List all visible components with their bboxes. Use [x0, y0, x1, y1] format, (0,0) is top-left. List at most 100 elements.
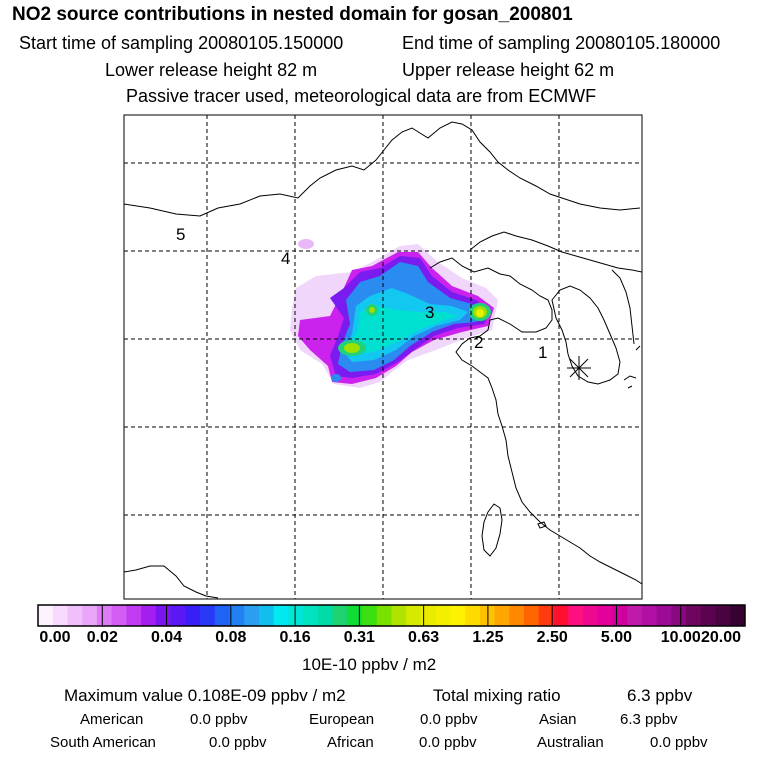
colorbar-swatch [568, 605, 584, 626]
japan-islets [623, 345, 641, 389]
colorbar-swatch [671, 605, 687, 626]
colorbar-swatch [524, 605, 540, 626]
lower-release-height: Lower release height 82 m [105, 60, 318, 80]
colorbar-swatch [538, 605, 555, 626]
colorbar-tick-label: 0.31 [343, 629, 375, 646]
region-name-australian: Australian [537, 734, 604, 751]
colorbar-swatch [200, 605, 216, 626]
lat-lon-grid [124, 115, 642, 599]
colorbar-unit: 10E-10 ppbv / m2 [302, 655, 437, 674]
colorbar-swatch [273, 605, 289, 626]
taiwan-island [481, 503, 503, 557]
region-label-2: 2 [474, 333, 483, 352]
colorbar-tick-label: 0.02 [86, 629, 118, 646]
colorbar-swatch [686, 605, 702, 626]
colorbar-swatch [391, 605, 407, 626]
colorbar-swatch [641, 605, 658, 626]
region-value-asian: 6.3 ppbv [620, 711, 678, 728]
colorbar-swatch [126, 605, 142, 626]
total-mixing-value: 6.3 ppbv [627, 686, 693, 705]
region-name-european: European [309, 711, 375, 728]
colorbar-swatch [244, 605, 260, 626]
colorbar-swatch [82, 605, 98, 626]
colorbar-swatch [214, 605, 230, 626]
hotspot-central-core [369, 307, 375, 313]
region-name-african: African [327, 734, 374, 751]
region-label-3: 3 [425, 303, 434, 322]
colorbar-swatch [67, 605, 83, 626]
colorbar-tick-label: 0.00 [39, 629, 71, 646]
region-value-south-american: 0.0 ppbv [209, 734, 267, 751]
colorbar-tick-label: 5.00 [600, 629, 633, 646]
colorbar-swatch [553, 605, 569, 626]
bohai-coast [429, 257, 642, 585]
region-label-4: 4 [281, 249, 290, 268]
coastlines [124, 121, 642, 599]
region-label-5: 5 [176, 225, 185, 244]
colorbar-swatch [288, 605, 304, 626]
colorbar-tick-label: 1.25 [472, 629, 504, 646]
colorbar-tick-label: 20.00 [700, 629, 742, 646]
colorbar-tick-label: 0.63 [408, 629, 440, 646]
region-name-asian: Asian [539, 711, 577, 728]
region-name-american: American [80, 711, 144, 728]
hotspot-west-core [344, 343, 360, 353]
colorbar-swatch [155, 605, 172, 626]
southwest-border [124, 565, 219, 599]
start-time-label: Start time of sampling 20080105.150000 [19, 33, 344, 53]
asterisk-receptor-icon [567, 356, 591, 380]
colorbar-swatch [582, 605, 599, 626]
colorbar-swatch [38, 605, 54, 626]
upper-release-height: Upper release height 62 m [402, 60, 615, 80]
colorbar-swatch [185, 605, 201, 626]
colorbar-swatch [435, 605, 451, 626]
colorbar-tick-label: 10.00 [660, 629, 701, 646]
colorbar-swatch [420, 605, 437, 626]
region-name-south-american: South American [50, 734, 156, 751]
colorbar-swatch [229, 605, 245, 626]
colorbar-swatch [450, 605, 466, 626]
plume-patch-south [331, 374, 341, 382]
colorbar-swatch [715, 605, 731, 626]
map-frame [123, 114, 643, 600]
colorbar-swatch [656, 605, 672, 626]
colorbar-swatch [303, 605, 319, 626]
northern-border [124, 121, 641, 217]
end-time-label: End time of sampling 20080105.180000 [402, 33, 721, 53]
korea-east-coast [611, 269, 635, 345]
colorbar-swatch [317, 605, 334, 626]
colorbar [38, 605, 746, 626]
colorbar-swatch [96, 605, 113, 626]
hotspot-east-peak [476, 309, 484, 317]
colorbar-swatch [111, 605, 127, 626]
colorbar-tick-label: 0.04 [150, 629, 183, 646]
colorbar-swatch [465, 605, 481, 626]
colorbar-swatch [406, 605, 422, 626]
region-value-african: 0.0 ppbv [419, 734, 477, 751]
plume-patch-north [298, 239, 314, 249]
colorbar-swatch [362, 605, 378, 626]
region-value-american: 0.0 ppbv [190, 711, 248, 728]
colorbar-swatch [170, 605, 186, 626]
colorbar-swatch [700, 605, 717, 626]
colorbar-tick-label: 0.16 [279, 629, 311, 646]
colorbar-swatch [332, 605, 348, 626]
colorbar-swatch [730, 605, 746, 626]
colorbar-swatch [347, 605, 363, 626]
colorbar-swatch [141, 605, 157, 626]
max-value-label: Maximum value 0.108E-09 ppbv / m2 [64, 686, 346, 705]
korea-peninsula [551, 285, 621, 385]
colorbar-swatch [509, 605, 525, 626]
plot-title: NO2 source contributions in nested domai… [12, 4, 573, 25]
region-value-european: 0.0 ppbv [420, 711, 478, 728]
region-value-australian: 0.0 ppbv [650, 734, 708, 751]
concentration-plume [290, 239, 498, 388]
colorbar-swatch [258, 605, 275, 626]
plume-teal-core [350, 306, 458, 354]
colorbar-tick-label: 0.08 [215, 629, 247, 646]
colorbar-swatch [376, 605, 392, 626]
tracer-note: Passive tracer used, meteorological data… [126, 86, 597, 106]
colorbar-swatch [597, 605, 613, 626]
colorbar-swatch [494, 605, 510, 626]
colorbar-tick-label: 2.50 [536, 629, 568, 646]
